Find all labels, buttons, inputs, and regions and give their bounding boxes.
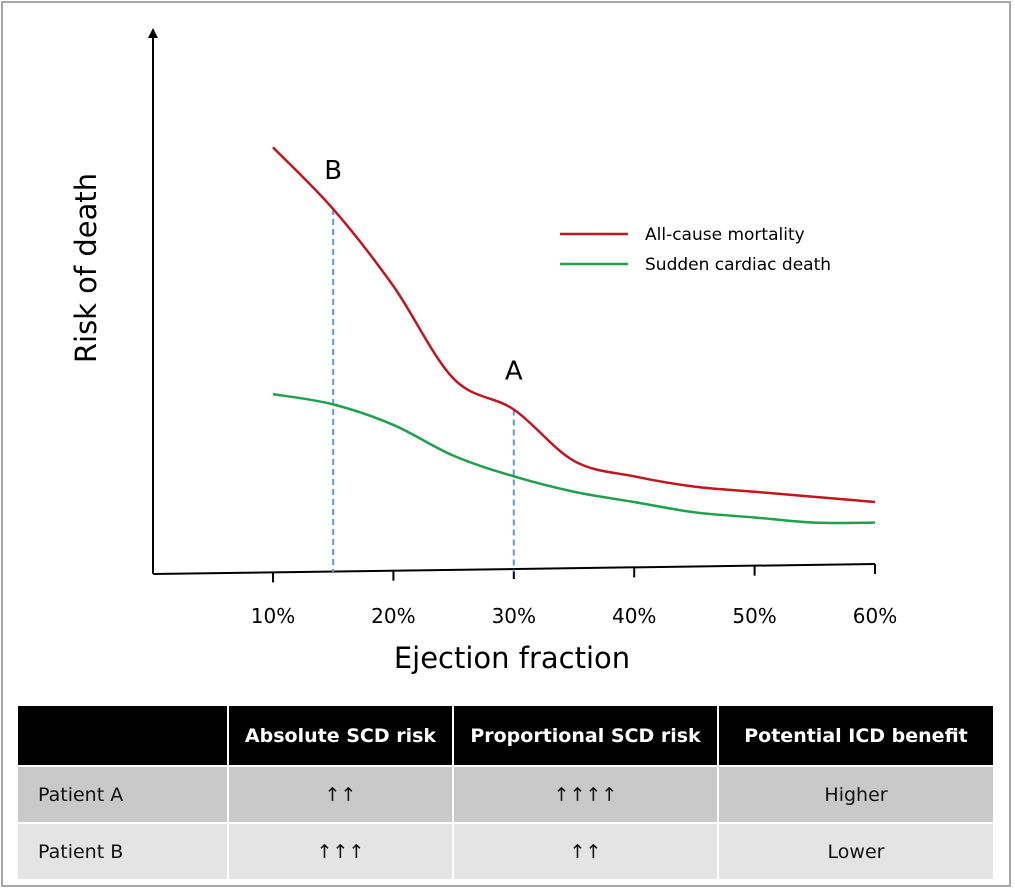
table-header-empty <box>18 706 229 766</box>
risk-chart: 10% 20% 30% 40% 50% 60% Ejection fraction Risk … <box>69 28 897 675</box>
y-axis-arrow-icon <box>148 28 158 38</box>
table-header-benefit: Potential ICD benefit <box>718 706 993 766</box>
x-tick-label: 40% <box>612 604 656 628</box>
patient-table: Absolute SCD risk Proportional SCD risk … <box>18 706 993 879</box>
legend-label: Sudden cardiac death <box>645 255 831 275</box>
table-cell-benefit: Higher <box>718 765 993 823</box>
x-tick-label: 50% <box>732 604 776 628</box>
table-row-label: Patient A <box>18 765 229 823</box>
x-axis-label: Ejection fraction <box>394 641 630 675</box>
series-line-all-cause-mortality <box>272 146 876 504</box>
table-header-absolute: Absolute SCD risk <box>228 706 454 766</box>
table-header-row: Absolute SCD risk Proportional SCD risk … <box>18 706 993 766</box>
table-cell-absolute: ↑↑ <box>228 765 454 823</box>
table-cell-proportional: ↑↑ <box>453 822 719 879</box>
legend-label: All-cause mortality <box>645 225 805 245</box>
annotation-label-a: A <box>505 357 523 387</box>
x-tick-label: 30% <box>492 604 536 628</box>
x-tick-label: 10% <box>251 604 295 628</box>
x-axis-line <box>152 563 876 575</box>
table-row: Patient A ↑↑ ↑↑↑↑ Higher <box>18 765 993 823</box>
annotation-label-b: B <box>324 156 342 186</box>
table-cell-proportional: ↑↑↑↑ <box>453 765 719 823</box>
x-tick-label: 20% <box>371 604 415 628</box>
table-row: Patient B ↑↑↑ ↑↑ Lower <box>18 822 993 879</box>
table-cell-benefit: Lower <box>718 822 993 879</box>
y-axis-label: Risk of death <box>69 173 103 363</box>
x-tick-label: 60% <box>853 604 897 628</box>
table-header-proportional: Proportional SCD risk <box>453 706 719 766</box>
table-cell-absolute: ↑↑↑ <box>228 822 454 879</box>
series-line-sudden-cardiac-death <box>272 392 876 525</box>
table-row-label: Patient B <box>18 822 229 879</box>
